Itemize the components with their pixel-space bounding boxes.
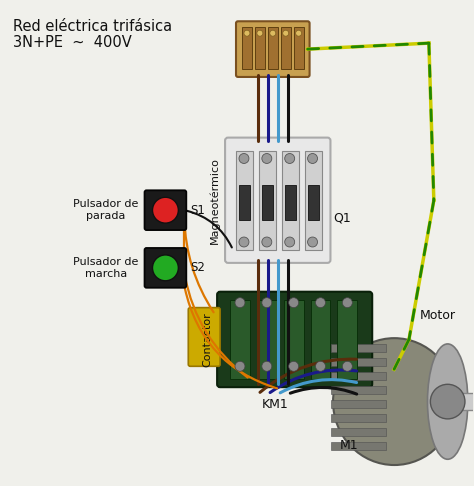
Bar <box>294 27 304 69</box>
Bar <box>257 300 277 379</box>
Circle shape <box>270 30 276 36</box>
Circle shape <box>239 237 249 247</box>
FancyBboxPatch shape <box>225 138 330 263</box>
Bar <box>331 358 386 366</box>
Bar <box>282 151 299 250</box>
Circle shape <box>289 298 299 308</box>
Circle shape <box>308 237 318 247</box>
FancyBboxPatch shape <box>145 248 186 288</box>
Bar <box>262 185 273 220</box>
Bar <box>331 442 386 450</box>
Circle shape <box>235 361 245 371</box>
Bar <box>305 151 321 250</box>
Circle shape <box>296 30 301 36</box>
Circle shape <box>257 30 263 36</box>
Circle shape <box>153 255 178 281</box>
Bar <box>462 393 474 410</box>
Bar <box>230 300 250 379</box>
Text: 3N+PE  ~  400V: 3N+PE ~ 400V <box>13 35 132 50</box>
Bar <box>331 428 386 436</box>
FancyBboxPatch shape <box>236 21 310 77</box>
Bar <box>239 185 250 220</box>
Text: Contactor: Contactor <box>202 312 212 367</box>
Circle shape <box>285 237 295 247</box>
Text: S1: S1 <box>190 204 205 217</box>
Circle shape <box>153 197 178 223</box>
Circle shape <box>262 154 272 163</box>
Text: KM1: KM1 <box>261 398 288 411</box>
Ellipse shape <box>333 338 456 465</box>
Bar <box>308 185 319 220</box>
Circle shape <box>316 298 326 308</box>
Circle shape <box>342 361 352 371</box>
Circle shape <box>316 361 326 371</box>
Circle shape <box>289 361 299 371</box>
Bar <box>281 27 291 69</box>
Circle shape <box>235 298 245 308</box>
Text: S2: S2 <box>190 261 205 275</box>
Text: Motor: Motor <box>419 309 456 322</box>
Circle shape <box>308 154 318 163</box>
Bar <box>331 414 386 422</box>
Bar <box>331 400 386 408</box>
Bar <box>331 345 386 352</box>
Bar <box>242 27 252 69</box>
Bar <box>268 27 278 69</box>
Circle shape <box>262 361 272 371</box>
Circle shape <box>342 298 352 308</box>
Circle shape <box>262 298 272 308</box>
Text: Q1: Q1 <box>333 211 351 225</box>
Circle shape <box>244 30 250 36</box>
Bar <box>331 372 386 380</box>
Text: M1: M1 <box>340 439 359 452</box>
Bar <box>285 185 296 220</box>
Circle shape <box>283 30 289 36</box>
Text: Pulsador de
marcha: Pulsador de marcha <box>73 257 138 278</box>
Ellipse shape <box>428 344 468 459</box>
Text: Pulsador de
parada: Pulsador de parada <box>73 199 138 221</box>
Bar <box>310 300 330 379</box>
Circle shape <box>239 154 249 163</box>
Bar <box>259 151 276 250</box>
FancyBboxPatch shape <box>188 308 220 366</box>
Circle shape <box>262 237 272 247</box>
FancyBboxPatch shape <box>217 292 372 387</box>
Circle shape <box>285 154 295 163</box>
Bar <box>337 300 357 379</box>
Text: Magneotérmico: Magneotérmico <box>210 157 220 243</box>
Circle shape <box>430 384 465 419</box>
Bar <box>284 300 304 379</box>
Bar <box>255 27 265 69</box>
FancyBboxPatch shape <box>145 191 186 230</box>
Text: Red eléctrica trifásica: Red eléctrica trifásica <box>13 19 173 35</box>
Bar <box>331 386 386 394</box>
Bar <box>236 151 253 250</box>
